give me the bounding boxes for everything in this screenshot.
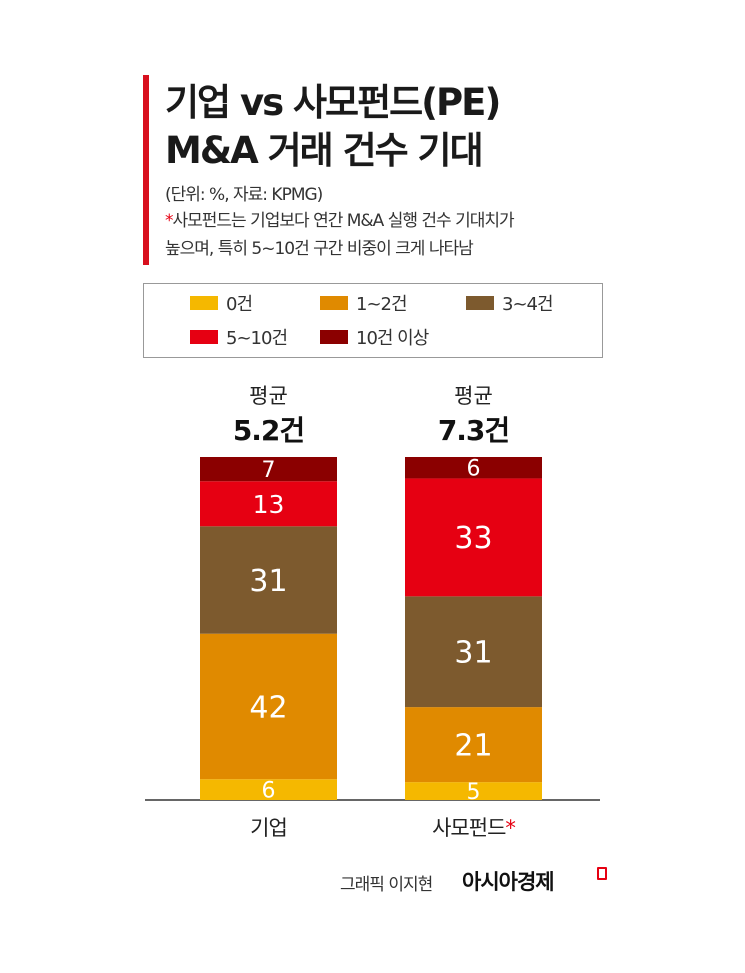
bar-segment [405, 707, 542, 783]
title-accent-bar [143, 75, 149, 265]
legend-label: 5~10건 [226, 328, 288, 349]
title-line-2: M&A 거래 건수 기대 [165, 129, 484, 172]
bar-segment [405, 457, 542, 479]
legend-item: 1~2건 [320, 290, 408, 316]
legend-swatch [190, 330, 218, 344]
note-text-1: 사모펀드는 기업보다 연간 M&A 실행 건수 기대치가 [172, 211, 515, 231]
unit-source: (단위: %, 자료: KPMG) [165, 185, 323, 205]
bar-segment [405, 478, 542, 597]
data-label: 21 [454, 728, 492, 763]
average-value: 5.2건 [233, 414, 304, 447]
legend-label: 0건 [226, 294, 253, 315]
data-label: 33 [454, 521, 492, 556]
legend-label: 1~2건 [356, 294, 408, 315]
legend-item: 5~10건 [190, 324, 288, 350]
legend: 0건 1~2건 3~4건 5~10건 10건 이상 [143, 283, 603, 358]
asterisk: * [165, 211, 173, 231]
legend-item: 3~4건 [466, 290, 554, 316]
data-label: 6 [262, 779, 276, 804]
brand-mark-icon [597, 867, 607, 880]
legend-swatch [466, 296, 494, 310]
average-value: 7.3건 [438, 414, 509, 447]
data-label: 7 [262, 458, 276, 483]
note-line-1: *사모펀드는 기업보다 연간 M&A 실행 건수 기대치가 [165, 206, 515, 231]
data-label: 6 [467, 457, 481, 482]
data-label: 42 [249, 690, 287, 725]
average-label: 평균 [454, 384, 493, 408]
data-label: 5 [467, 780, 481, 805]
bar-segment [405, 596, 542, 708]
bar-segment [200, 457, 337, 482]
legend-swatch [190, 296, 218, 310]
bar-segment [200, 526, 337, 634]
legend-swatch [320, 296, 348, 310]
category-label: 기업 [250, 816, 287, 840]
bar-segment [200, 633, 337, 780]
legend-label: 3~4건 [502, 294, 554, 315]
bar-segment [405, 782, 542, 800]
graphic-credit: 그래픽 이지현 [340, 875, 433, 895]
category-asterisk: * [505, 816, 515, 840]
legend-label: 10건 이상 [356, 328, 429, 349]
legend-item: 10건 이상 [320, 324, 429, 350]
average-label: 평균 [249, 384, 288, 408]
legend-item: 0건 [190, 290, 253, 316]
data-label: 13 [253, 490, 285, 519]
bar-segment [200, 481, 337, 527]
category-label: 사모펀드* [432, 816, 515, 840]
data-label: 31 [249, 564, 287, 599]
note-line-2: 높으며, 특히 5~10건 구간 비중이 크게 나타남 [165, 239, 474, 259]
brand-logo: 아시아경제 [462, 870, 555, 894]
data-label: 31 [454, 636, 492, 671]
bar-segment [200, 779, 337, 800]
title-line-1: 기업 vs 사모펀드(PE) [165, 81, 501, 124]
legend-swatch [320, 330, 348, 344]
